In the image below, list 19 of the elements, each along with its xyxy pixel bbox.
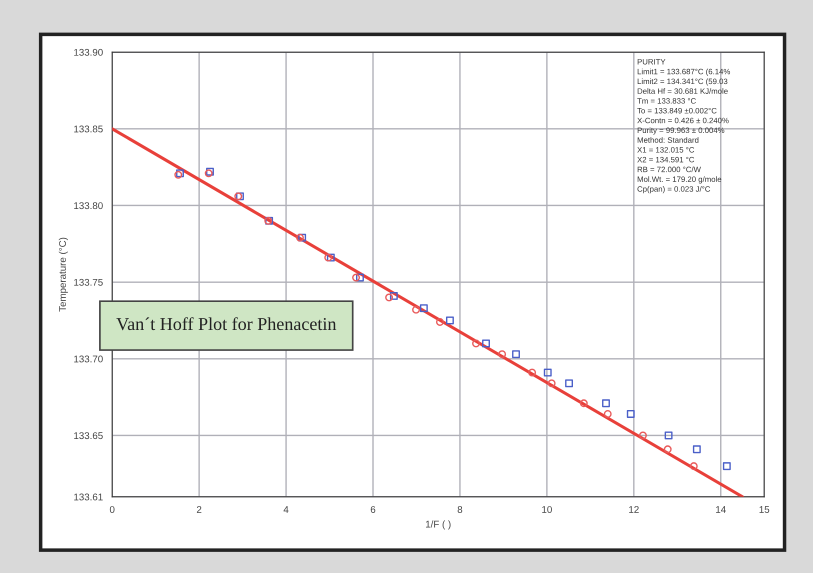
text: Van´t Hoff Plot for Phenacetin (116, 317, 336, 330)
y-tick-label: 133.75 (74, 278, 103, 286)
x-tick-label: 6 (370, 506, 376, 513)
y-tick-label: 133.90 (74, 48, 103, 56)
y-tick-label: 133.65 (74, 432, 103, 440)
x-tick-label: 12 (629, 506, 639, 513)
y-axis-title: Temperature (°C) (58, 238, 68, 312)
y-tick-label: 133.85 (74, 126, 103, 132)
x-tick-label: 8 (458, 506, 462, 513)
y-tick-label: 133.61 (74, 494, 103, 500)
x-tick-label: 4 (284, 506, 288, 513)
x-tick-label: 10 (542, 506, 552, 513)
y-tick-label: 133.70 (74, 356, 103, 362)
x-tick-label: 0 (110, 506, 115, 513)
x-tick-label: 15 (760, 506, 770, 513)
x-tick-label: 14 (716, 506, 726, 513)
x-tick-label: 2 (196, 506, 202, 513)
x-axis-title: 1/F ( ) (426, 520, 451, 530)
y-tick-label: 133.80 (74, 202, 103, 210)
